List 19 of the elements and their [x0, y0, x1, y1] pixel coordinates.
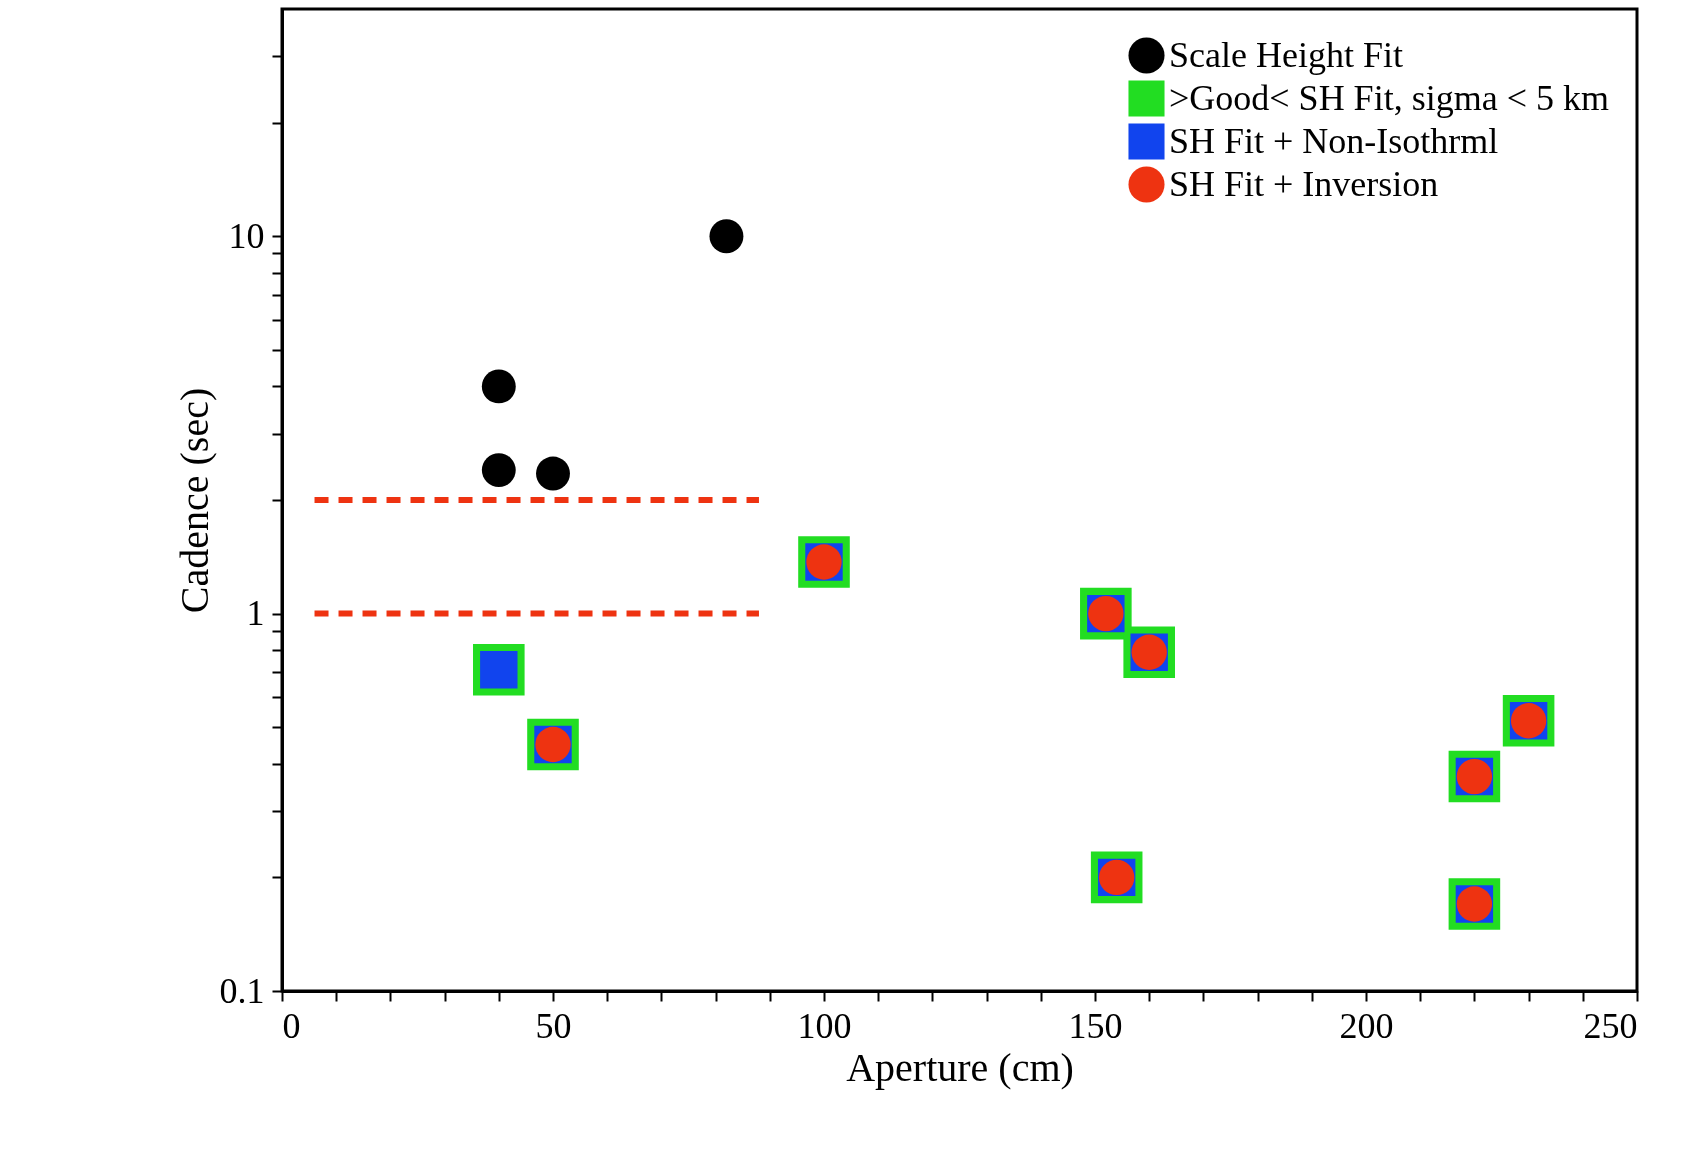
y-tick-label: 0.1 — [219, 970, 265, 1011]
x-tick-label: 50 — [535, 1005, 572, 1046]
legend-label: SH Fit + Non-Isothrml — [1169, 120, 1499, 161]
x-tick-label: 150 — [1068, 1005, 1123, 1046]
point — [481, 369, 516, 404]
point — [536, 456, 570, 491]
x-tick-label: 0 — [282, 1005, 301, 1046]
legend-label: Scale Height Fit — [1169, 34, 1403, 75]
y-tick-label: 10 — [228, 215, 265, 256]
legend-label: >Good< SH Fit, sigma < 5 km — [1169, 77, 1609, 118]
y-tick-label: 1 — [246, 593, 265, 634]
point — [709, 219, 744, 254]
point — [481, 453, 516, 488]
x-tick-label: 250 — [1583, 1005, 1638, 1046]
x-axis-title: Aperture (cm) — [846, 1044, 1074, 1090]
x-tick-label: 200 — [1339, 1005, 1394, 1046]
y-axis-title: Cadence (sec) — [171, 387, 217, 614]
legend-label: SH Fit + Inversion — [1169, 163, 1439, 204]
x-tick-label: 100 — [797, 1005, 852, 1046]
